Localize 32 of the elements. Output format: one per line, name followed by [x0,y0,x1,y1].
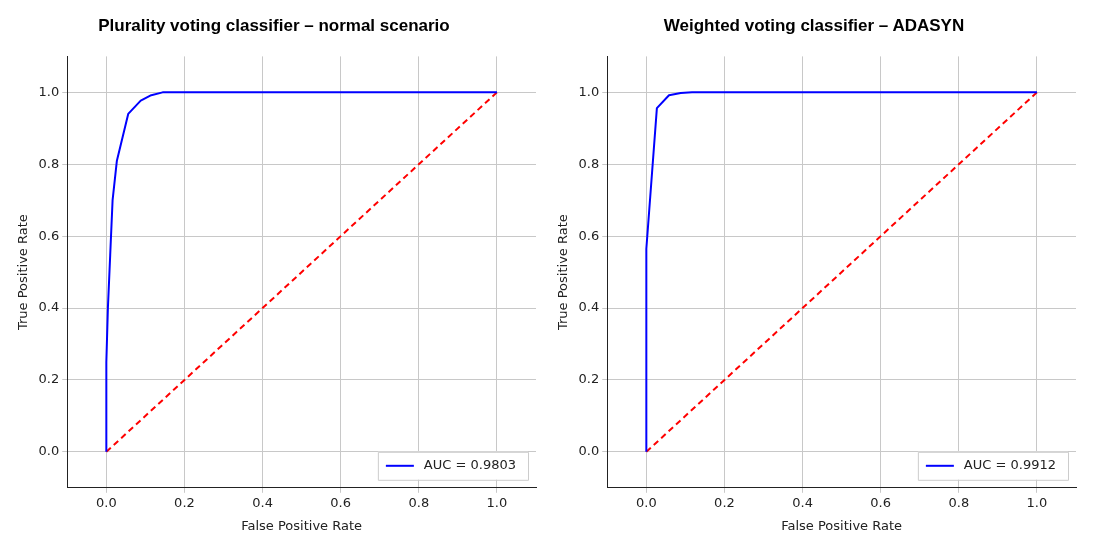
x-tick-label: 0.8 [948,494,970,510]
y-tick-label: 0.6 [38,227,60,243]
y-axis-title: True Positive Rate [15,214,31,332]
y-tick-label: 0.4 [38,299,60,315]
x-tick-label: 0.2 [714,494,735,510]
x-tick-label: 0.6 [870,494,892,510]
x-tick-label: 0.2 [174,494,195,510]
y-tick-label: 0.0 [38,443,60,459]
x-tick-label: 0.4 [252,494,273,510]
y-tick-label: 0.2 [578,371,600,387]
legend-label: AUC = 0.9912 [963,457,1057,473]
x-tick-label: 0.0 [635,494,657,510]
x-axis-title: False Positive Rate [241,517,363,533]
y-tick-label: 0.8 [578,155,600,171]
y-axis-title: True Positive Rate [555,214,571,332]
y-tick-label: 0.0 [578,443,600,459]
y-tick-label: 1.0 [38,83,60,99]
y-tick-label: 1.0 [578,83,600,99]
x-tick-label: 0.8 [408,494,430,510]
y-tick-label: 0.2 [38,371,60,387]
y-tick-label: 0.8 [38,155,60,171]
legend-label: AUC = 0.9803 [423,457,517,473]
x-axis-title: False Positive Rate [781,517,903,533]
x-tick-label: 1.0 [486,494,508,510]
x-tick-label: 0.4 [792,494,813,510]
x-tick-label: 0.0 [95,494,117,510]
x-tick-label: 1.0 [1026,494,1048,510]
chart-title: Weighted voting classifier – ADASYN [663,15,965,35]
y-tick-label: 0.4 [578,299,600,315]
chart-title: Plurality voting classifier – normal scenario [98,15,450,35]
y-tick-label: 0.6 [578,227,600,243]
x-tick-label: 0.6 [330,494,352,510]
